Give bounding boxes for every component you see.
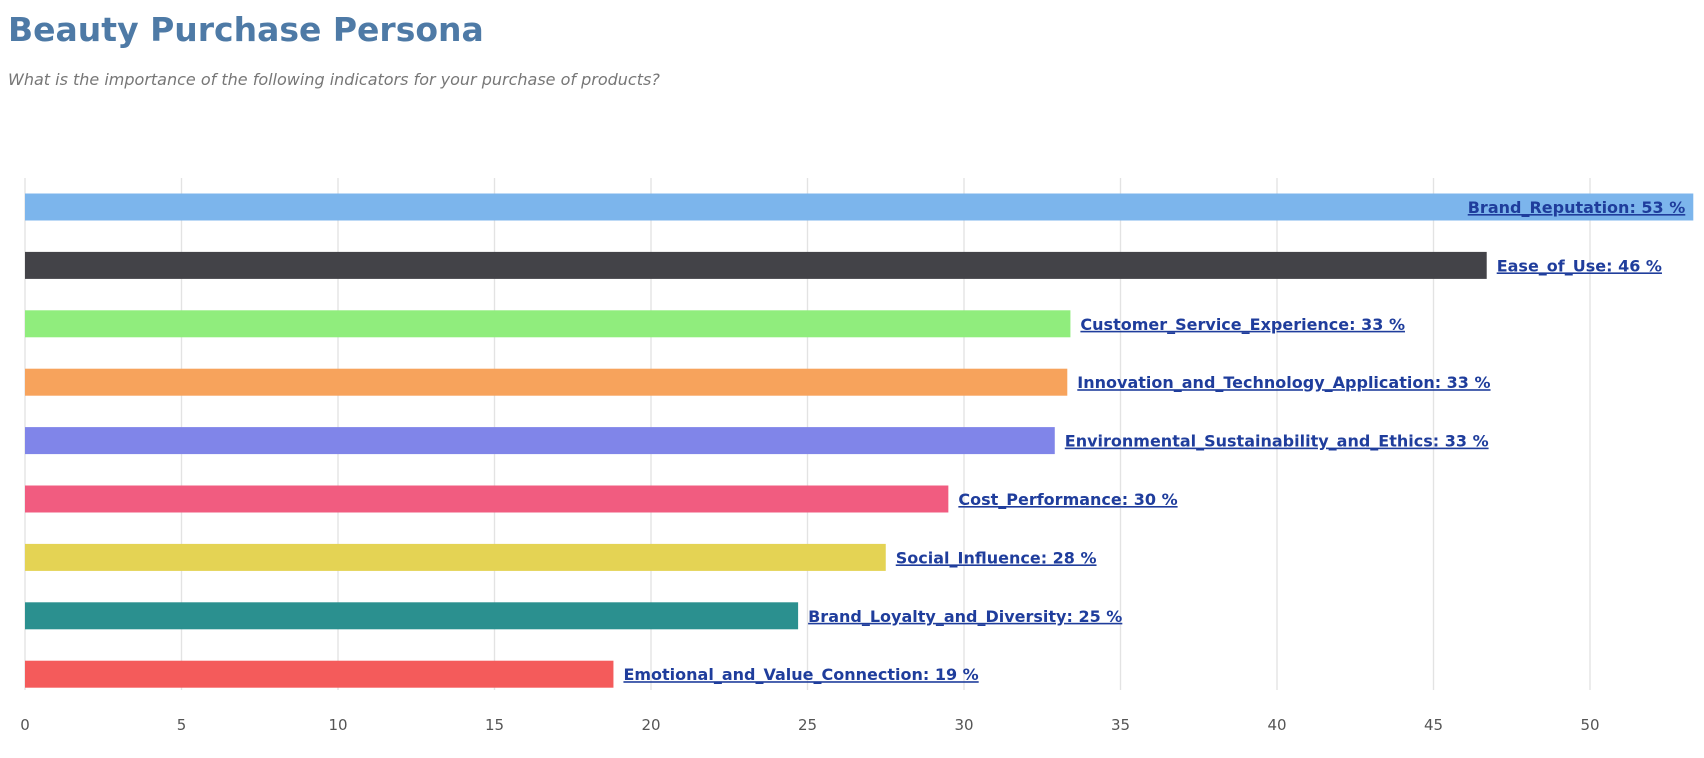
x-tick-label: 45 [1424, 716, 1443, 734]
data-labels: Brand_Reputation: 53 % Ease_of_Use: 46 % C… [623, 198, 1685, 684]
bar-innovation-and-technology-application[interactable] [25, 368, 1068, 396]
bar-customer-service-experience[interactable] [25, 310, 1071, 338]
x-tick-label: 35 [1111, 716, 1130, 734]
data-label-ease-of-use[interactable]: Ease_of_Use: 46 % [1497, 256, 1662, 275]
bar-emotional-and-value-connection[interactable] [25, 660, 614, 688]
x-tick-label: 15 [485, 716, 504, 734]
bar-social-influence[interactable] [25, 543, 886, 571]
data-label-environmental-sustainability-and-ethics[interactable]: Environmental_Sustainability_and_Ethics:… [1065, 432, 1489, 451]
data-label-social-influence[interactable]: Social_Influence: 28 % [896, 548, 1097, 567]
x-axis-ticks: 0 5 10 15 20 25 30 35 40 45 50 [20, 716, 1599, 734]
chart-subtitle: What is the importance of the following … [8, 70, 660, 89]
bars [25, 193, 1694, 688]
data-label-innovation-and-technology-application[interactable]: Innovation_and_Technology_Application: 3… [1077, 373, 1490, 392]
data-label-customer-service-experience[interactable]: Customer_Service_Experience: 33 % [1080, 315, 1405, 334]
x-tick-label: 50 [1580, 716, 1599, 734]
x-tick-label: 5 [177, 716, 187, 734]
x-tick-label: 40 [1267, 716, 1286, 734]
x-tick-label: 10 [328, 716, 347, 734]
bar-cost-performance[interactable] [25, 485, 949, 513]
bar-brand-reputation[interactable] [25, 193, 1694, 221]
x-tick-label: 0 [20, 716, 30, 734]
data-label-cost-performance[interactable]: Cost_Performance: 30 % [958, 490, 1177, 509]
bar-brand-loyalty-and-diversity[interactable] [25, 602, 799, 630]
data-label-brand-reputation[interactable]: Brand_Reputation: 53 % [1468, 198, 1686, 217]
chart-title: Beauty Purchase Persona [8, 10, 484, 49]
bar-ease-of-use[interactable] [25, 251, 1487, 279]
x-tick-label: 20 [641, 716, 660, 734]
x-tick-label: 25 [798, 716, 817, 734]
data-label-emotional-and-value-connection[interactable]: Emotional_and_Value_Connection: 19 % [623, 665, 978, 684]
x-tick-label: 30 [954, 716, 973, 734]
bar-environmental-sustainability-and-ethics[interactable] [25, 427, 1055, 455]
data-label-brand-loyalty-and-diversity[interactable]: Brand_Loyalty_and_Diversity: 25 % [808, 607, 1122, 626]
